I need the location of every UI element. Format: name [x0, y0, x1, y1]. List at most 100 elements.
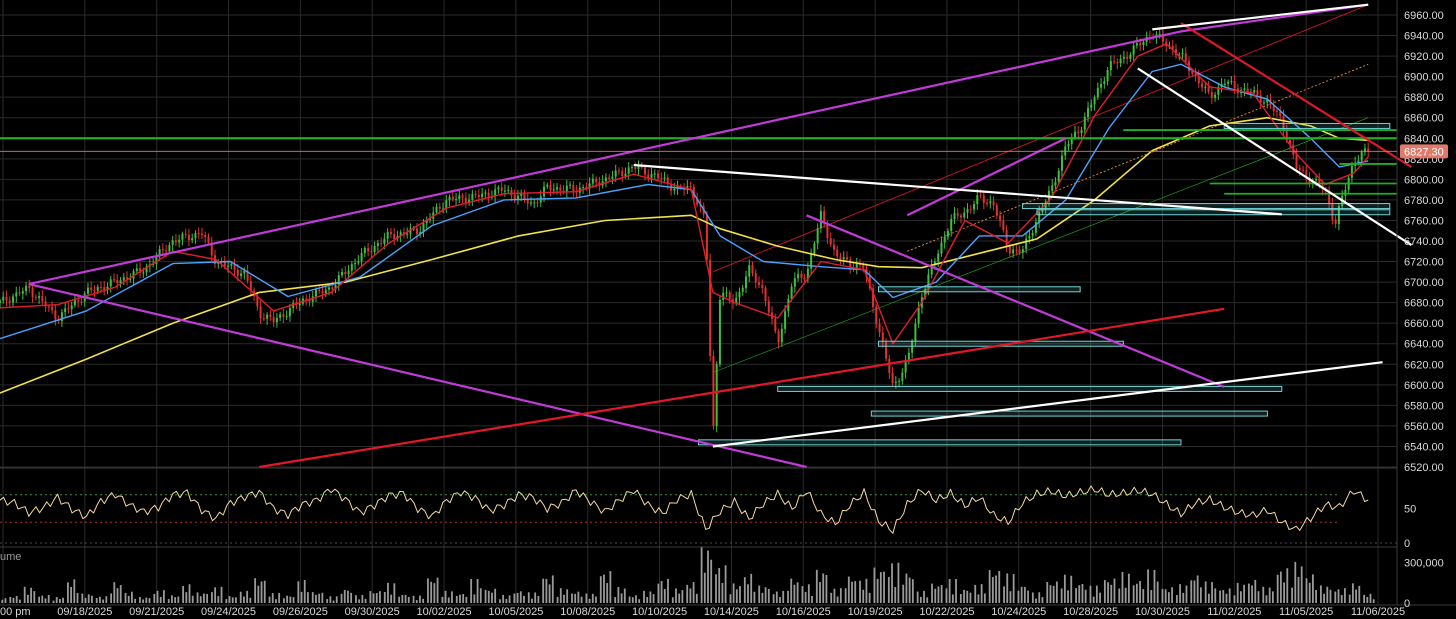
- volume-bar: [145, 597, 148, 603]
- wedge-mid-line: [806, 214, 1225, 388]
- candle-body: [1207, 86, 1210, 93]
- time-tick-label: 10/08/2025: [560, 606, 615, 618]
- candle-body: [67, 308, 70, 310]
- candle-body: [738, 291, 741, 298]
- volume-bar: [833, 588, 836, 603]
- candle-body: [950, 219, 953, 231]
- volume-bar: [948, 579, 951, 603]
- candle-body: [487, 192, 490, 198]
- time-tick-label: 10/14/2025: [704, 606, 759, 618]
- volume-bar: [1315, 590, 1317, 603]
- volume-bar: [1132, 585, 1135, 603]
- candle-body: [1122, 56, 1125, 59]
- volume-bar: [542, 578, 545, 603]
- candle-body: [901, 372, 904, 382]
- candle-body: [644, 167, 647, 175]
- volume-bar: [753, 591, 756, 603]
- volume-bar: [318, 593, 321, 603]
- volume-bar: [361, 594, 364, 603]
- candle-body: [77, 300, 80, 302]
- red-support-line: [259, 307, 1225, 469]
- volume-bar: [116, 588, 119, 603]
- candle-body: [536, 202, 539, 204]
- volume-bar: [67, 582, 69, 603]
- volume-bar: [254, 578, 257, 603]
- volume-bar: [908, 577, 911, 603]
- candle-body: [292, 303, 295, 309]
- volume-bar: [19, 599, 21, 603]
- volume-bar: [966, 590, 969, 603]
- volume-bar: [260, 581, 263, 603]
- candle-body: [8, 300, 11, 303]
- candle-body: [650, 173, 653, 178]
- candle-body: [1363, 148, 1366, 153]
- volume-bar: [1110, 584, 1113, 603]
- support-zone: [698, 439, 1182, 446]
- support-zone: [1223, 122, 1391, 129]
- volume-bar: [1156, 581, 1159, 603]
- candle-body: [90, 287, 93, 291]
- candle-body: [1204, 86, 1207, 88]
- volume-bar: [286, 595, 289, 603]
- volume-bar: [292, 597, 295, 603]
- candle-body: [435, 206, 438, 213]
- volume-bar: [1294, 561, 1297, 603]
- candle-body: [279, 314, 282, 318]
- candle-body: [1315, 179, 1318, 181]
- volume-bar: [278, 592, 281, 603]
- volume-bar: [1060, 588, 1063, 603]
- candle-body: [500, 187, 503, 191]
- volume-bar: [617, 586, 620, 603]
- candle-body: [1295, 154, 1298, 169]
- candle-body: [357, 261, 360, 264]
- support-zone: [777, 385, 1283, 392]
- volume-bar: [735, 589, 738, 603]
- candle-body: [744, 276, 747, 288]
- candle-body: [1096, 87, 1099, 98]
- time-axis[interactable]: 00 pm 09/18/2025 09/21/2025 09/24/2025 09/26…: [0, 606, 1405, 618]
- volume-bar: [1063, 574, 1066, 603]
- candle-body: [129, 278, 132, 280]
- candle-body: [1367, 148, 1370, 152]
- candle-body: [556, 187, 559, 190]
- candle-body: [1256, 89, 1259, 96]
- volume-bar: [1337, 589, 1340, 603]
- price-axis[interactable]: 6960.00 6940.00 6920.00 6900.00 6880.00 6860.…: [1404, 10, 1444, 474]
- candle-body: [165, 250, 168, 252]
- candle-body: [370, 251, 373, 253]
- volume-bar: [566, 589, 569, 603]
- volume-bar: [1236, 582, 1239, 603]
- candle-body: [696, 198, 699, 205]
- volume-bar: [940, 585, 943, 603]
- price-tick-label: 6700.00: [1404, 277, 1444, 289]
- volume-bar: [839, 588, 842, 603]
- volume-bar: [433, 583, 436, 603]
- drawing-tools[interactable]: [0, 3, 1412, 469]
- volume-bar: [332, 600, 335, 603]
- candle-body: [207, 237, 210, 243]
- candle-body: [565, 185, 568, 192]
- candle-body: [455, 199, 458, 201]
- volume-bar: [430, 581, 433, 603]
- candle-body: [709, 259, 712, 357]
- candle-body: [1077, 131, 1080, 134]
- volume-bar: [1078, 585, 1081, 603]
- volume-bar: [131, 591, 133, 603]
- candle-body: [1028, 235, 1031, 239]
- candle-body: [1087, 107, 1090, 117]
- candle-body: [829, 238, 832, 245]
- wedge-lower-line: [28, 283, 807, 469]
- volume-tick-label: 300,000: [1404, 558, 1444, 570]
- candle-body: [380, 243, 383, 245]
- candle-body: [591, 178, 594, 184]
- candle-body: [402, 232, 405, 234]
- volume-bar: [876, 578, 879, 603]
- volume-bar: [758, 585, 761, 603]
- candle-body: [559, 187, 562, 191]
- volume-bar: [729, 594, 732, 603]
- candle-body: [1282, 115, 1285, 130]
- candle-body: [1178, 54, 1181, 56]
- candle-body: [904, 361, 907, 373]
- volume-bar: [689, 588, 692, 603]
